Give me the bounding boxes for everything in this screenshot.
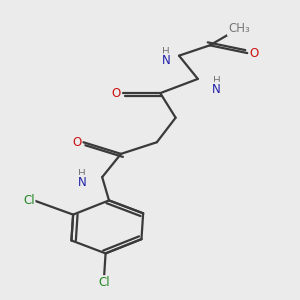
Text: CH₃: CH₃ [228,22,250,35]
Text: H: H [213,76,220,86]
Text: N: N [78,176,87,189]
Text: O: O [250,46,259,60]
Text: N: N [162,54,170,67]
Text: O: O [111,87,121,100]
Text: H: H [162,47,170,57]
Text: H: H [79,169,86,179]
Text: N: N [212,83,221,96]
Text: Cl: Cl [23,194,34,207]
Text: O: O [72,136,81,149]
Text: Cl: Cl [98,276,110,289]
